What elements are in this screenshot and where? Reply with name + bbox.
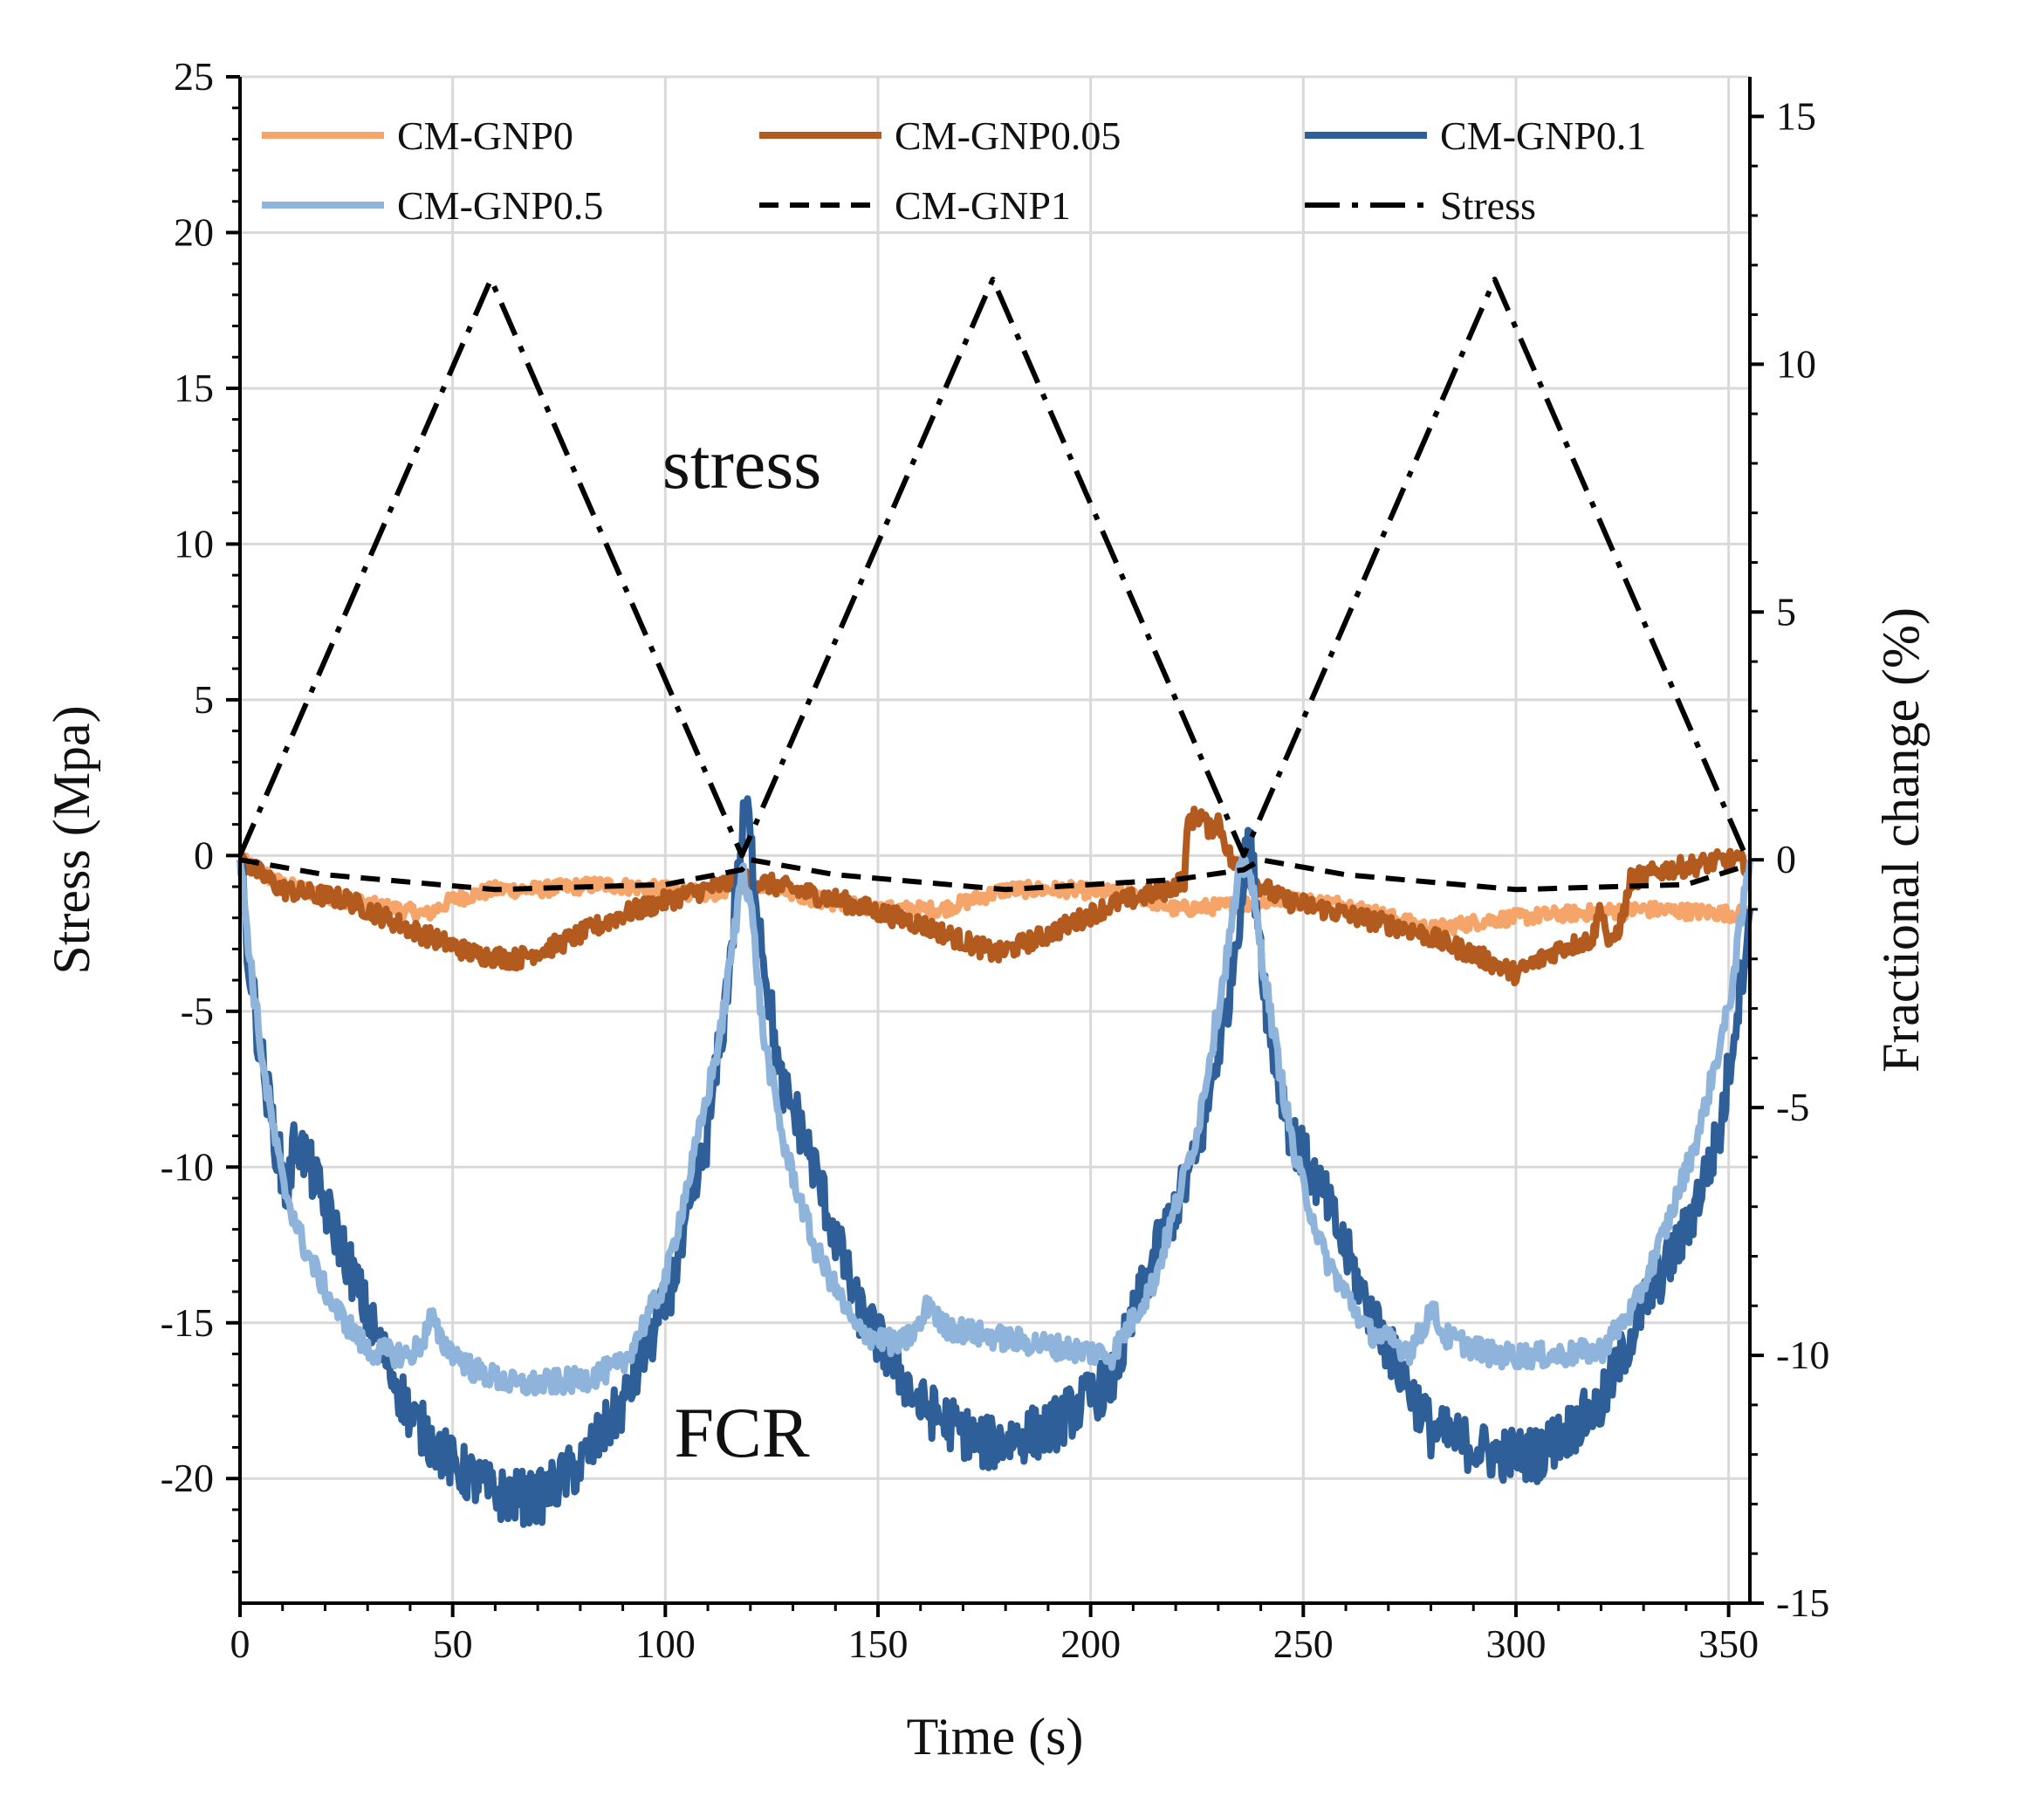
grid — [240, 75, 1750, 1603]
y-tick-label: 5 — [194, 677, 214, 722]
legend-label-cm-gnp1: CM-GNP1 — [895, 183, 1071, 228]
y-tick-label: 20 — [174, 209, 214, 254]
x-tick-label: 50 — [433, 1621, 473, 1666]
annotations: stress FCR — [662, 424, 821, 1472]
x-tick-label: 350 — [1698, 1621, 1759, 1666]
y-tick-label: 25 — [174, 54, 214, 99]
y2-tick-label: -15 — [1776, 1580, 1829, 1625]
y-tick-label: -15 — [161, 1300, 214, 1345]
y2-tick-label: -5 — [1776, 1085, 1809, 1129]
axes — [238, 77, 1752, 1605]
y2-tick-label: 15 — [1776, 93, 1816, 138]
y-tick-label: -20 — [161, 1456, 214, 1500]
y-tick-label: -5 — [181, 989, 214, 1033]
y2-tick-label: 10 — [1776, 341, 1816, 386]
y2-tick-label: 0 — [1776, 837, 1796, 881]
series-line-stress — [237, 277, 1748, 859]
y-tick-label: 10 — [174, 521, 214, 566]
x-tick-label: 200 — [1060, 1621, 1121, 1666]
annotation-stress: stress — [662, 424, 821, 504]
x-axis-title: Time (s) — [907, 1708, 1084, 1765]
series-line-cm-gnp0-5 — [237, 854, 1753, 1397]
legend-label-cm-gnp0-1: CM-GNP0.1 — [1440, 113, 1646, 158]
x-tick-label: 150 — [847, 1621, 908, 1666]
x-tick-label: 250 — [1273, 1621, 1334, 1666]
legend-label-cm-gnp0: CM-GNP0 — [397, 113, 573, 158]
y-axis-title: Stress (Mpa) — [43, 705, 100, 974]
y-tick-label: 0 — [194, 833, 214, 877]
series-line-cm-gnp0-1 — [237, 795, 1753, 1528]
legend-label-cm-gnp0-05: CM-GNP0.05 — [895, 113, 1121, 158]
y2-tick-label: -10 — [1776, 1333, 1829, 1377]
series-line-cm-gnp1 — [239, 857, 1751, 893]
x-tick-label: 100 — [635, 1621, 696, 1666]
x-tick-label: 0 — [230, 1621, 250, 1666]
legend-label-stress: Stress — [1440, 183, 1536, 228]
annotation-fcr: FCR — [675, 1393, 810, 1472]
y-tick-label: -10 — [161, 1144, 214, 1189]
ticks: 0 50 100 150 200 250 300 3502520151050-5-10-15-… — [161, 54, 1830, 1666]
y2-tick-label: 5 — [1776, 589, 1796, 634]
legend: CM-GNP0 CM-GNP0.05 CM-GNP0.1 CM-GNP0.5 CM-GN… — [262, 113, 1646, 228]
series-layer — [237, 277, 1753, 1528]
series-line-cm-gnp0-05 — [237, 806, 1752, 987]
y2-axis-title: Fractional change (%) — [1872, 607, 1930, 1073]
legend-label-cm-gnp0-5: CM-GNP0.5 — [397, 183, 603, 228]
y-tick-label: 15 — [174, 366, 214, 410]
x-tick-label: 300 — [1485, 1621, 1546, 1666]
